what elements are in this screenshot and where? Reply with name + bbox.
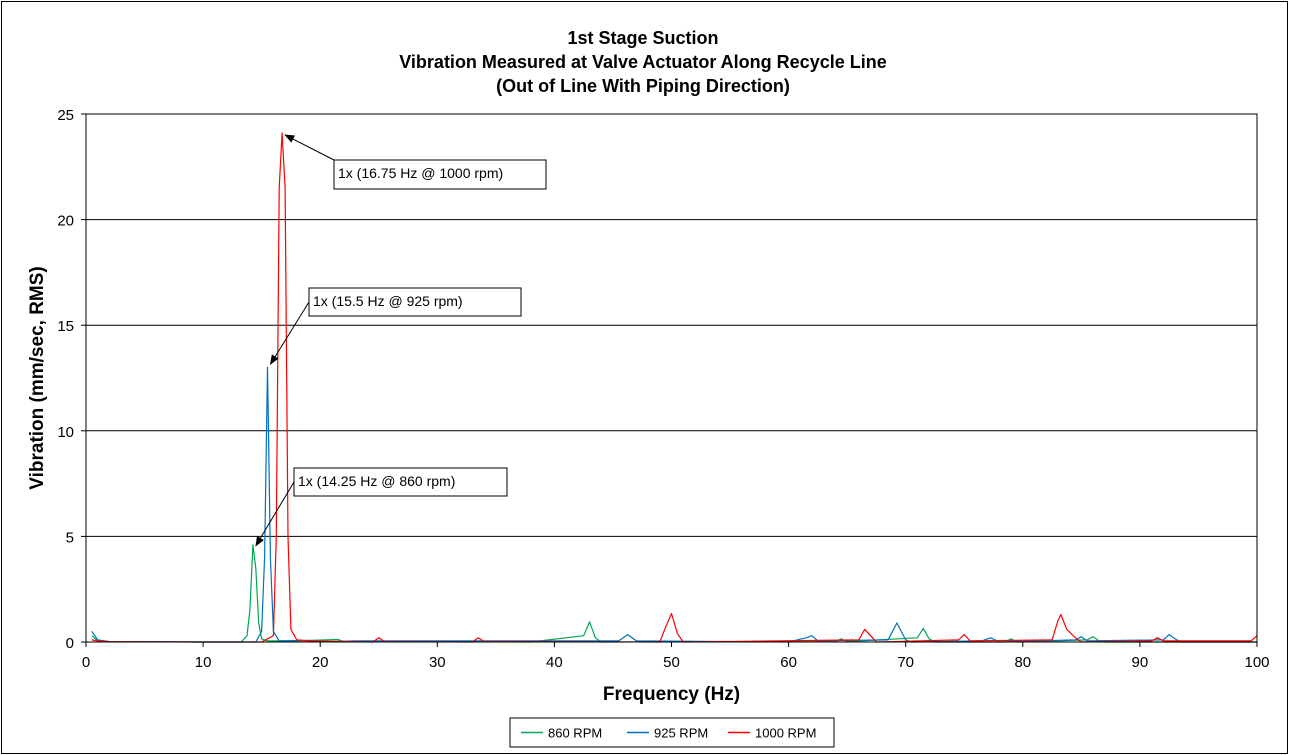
- legend-label-1: 925 RPM: [654, 726, 708, 741]
- annotation-label: 1x (15.5 Hz @ 925 rpm): [313, 293, 463, 309]
- legend-box: [509, 717, 835, 748]
- plot-area: [85, 113, 1258, 643]
- y-tick-label: 25: [57, 107, 74, 124]
- chart-title-line-2: Vibration Measured at Valve Actuator Alo…: [399, 52, 886, 72]
- annotation-label: 1x (16.75 Hz @ 1000 rpm): [338, 165, 503, 181]
- legend-label-2: 1000 RPM: [755, 726, 816, 741]
- x-tick-label: 80: [1014, 654, 1031, 671]
- annotations: 1x (16.75 Hz @ 1000 rpm) 1x (15.5 Hz @ 92…: [255, 134, 547, 547]
- annotation-arrow: [269, 301, 310, 365]
- annotation-box: [333, 159, 547, 190]
- series-line-1: [91, 366, 1257, 643]
- chart-title-line-3: (Out of Line With Piping Direction): [496, 76, 790, 96]
- x-tick-label: 10: [195, 654, 212, 671]
- y-tick-label: 20: [57, 213, 74, 230]
- x-axis-title: Frequency (Hz): [603, 684, 740, 705]
- annotation-label: 1x (14.25 Hz @ 860 rpm): [298, 473, 455, 489]
- series-line-2: [91, 132, 1258, 643]
- legend-label-0: 860 RPM: [548, 726, 602, 741]
- y-tick-label: 10: [57, 424, 74, 441]
- x-tick-label: 90: [1132, 654, 1149, 671]
- axis-ticks: 0 10 20 30 40 50 60 70 80 90 100 0 5 10 15 20 25: [57, 107, 1269, 671]
- y-tick-label: 5: [66, 529, 74, 546]
- annotation-box: [308, 287, 522, 317]
- x-tick-label: 50: [663, 654, 680, 671]
- annotation-arrow: [255, 481, 295, 547]
- y-tick-label: 0: [66, 635, 74, 652]
- series-line-0: [91, 544, 1257, 643]
- y-axis-title: Vibration (mm/sec, RMS): [27, 266, 48, 489]
- x-tick-label: 40: [546, 654, 563, 671]
- x-tick-label: 30: [429, 654, 446, 671]
- x-tick-label: 0: [82, 654, 90, 671]
- chart-title-line-1: 1st Stage Suction: [567, 28, 718, 48]
- y-tick-label: 15: [57, 318, 74, 335]
- legend: 860 RPM 925 RPM 1000 RPM: [509, 717, 835, 748]
- x-tick-label: 70: [897, 654, 914, 671]
- grid-lines: [86, 113, 1257, 537]
- x-tick-label: 100: [1244, 654, 1269, 671]
- chart-title: 1st Stage Suction Vibration Measured at …: [399, 28, 886, 96]
- x-tick-label: 20: [312, 654, 329, 671]
- series-layer: [91, 132, 1258, 643]
- x-tick-label: 60: [780, 654, 797, 671]
- annotation-box: [293, 467, 508, 497]
- annotation-arrow: [284, 134, 335, 161]
